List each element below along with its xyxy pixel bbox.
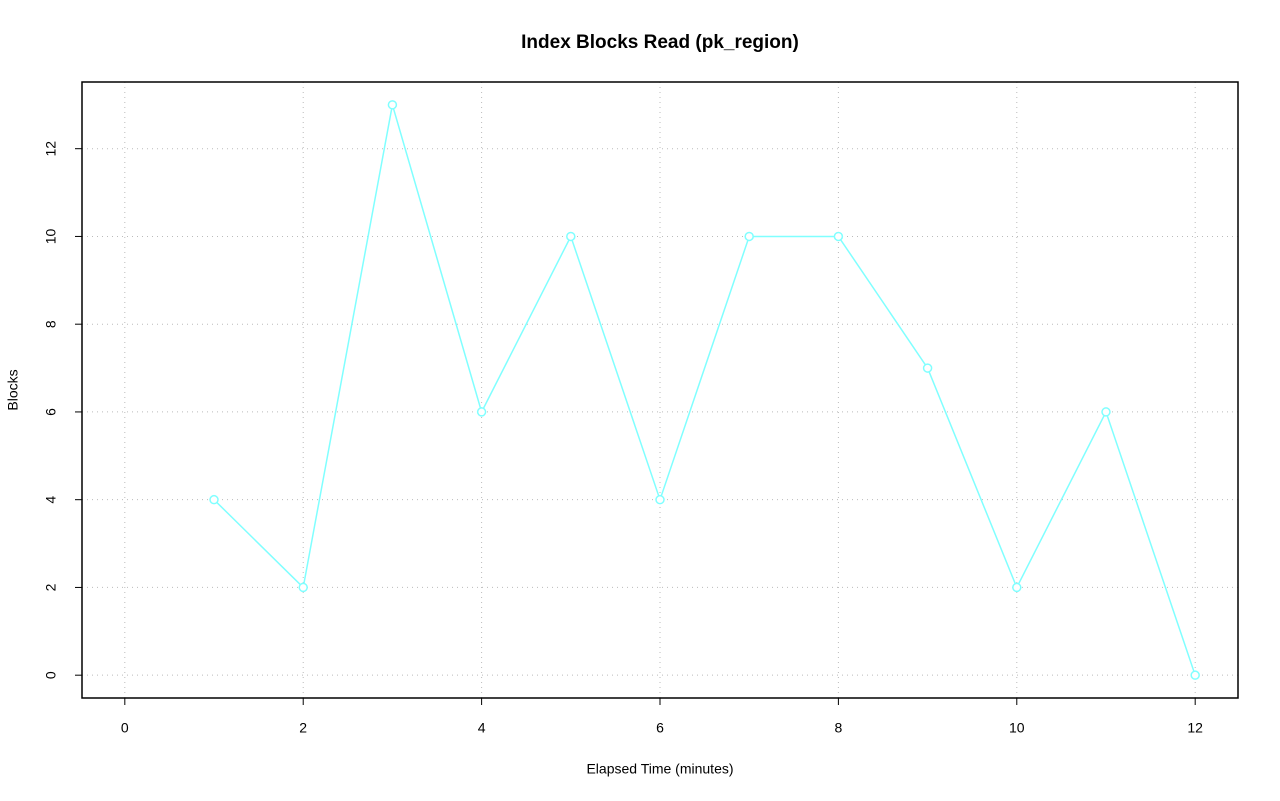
y-axis-label: Blocks — [5, 369, 21, 410]
point — [1190, 670, 1200, 680]
x-tick-label: 8 — [834, 720, 842, 736]
y-tick-label: 4 — [43, 496, 59, 504]
x-tick-label: 0 — [121, 720, 129, 736]
point — [209, 494, 219, 505]
series-line — [213, 104, 1196, 676]
point — [298, 582, 308, 593]
point — [655, 494, 665, 505]
x-tick-label: 10 — [1009, 720, 1025, 736]
point — [387, 100, 398, 110]
point — [922, 363, 933, 373]
y-tick-label: 8 — [43, 320, 59, 328]
x-tick-label: 6 — [656, 720, 664, 736]
x-tick-label: 2 — [299, 720, 307, 736]
y-tick-label: 6 — [43, 408, 59, 416]
y-tick-label: 0 — [43, 671, 59, 679]
y-tick-label: 2 — [43, 583, 59, 591]
x-axis-label: Elapsed Time (minutes) — [586, 761, 733, 777]
point — [833, 231, 844, 242]
point — [1101, 407, 1111, 417]
plot-frame — [81, 81, 1239, 699]
point — [476, 407, 487, 417]
chart-title: Index Blocks Read (pk_region) — [521, 32, 799, 53]
x-tick-label: 4 — [478, 720, 486, 736]
point — [1012, 582, 1022, 593]
x-tick-label: 12 — [1187, 720, 1203, 736]
y-tick-label: 12 — [43, 141, 59, 157]
point — [744, 231, 754, 242]
point — [566, 231, 576, 242]
y-tick-label: 10 — [43, 228, 59, 244]
